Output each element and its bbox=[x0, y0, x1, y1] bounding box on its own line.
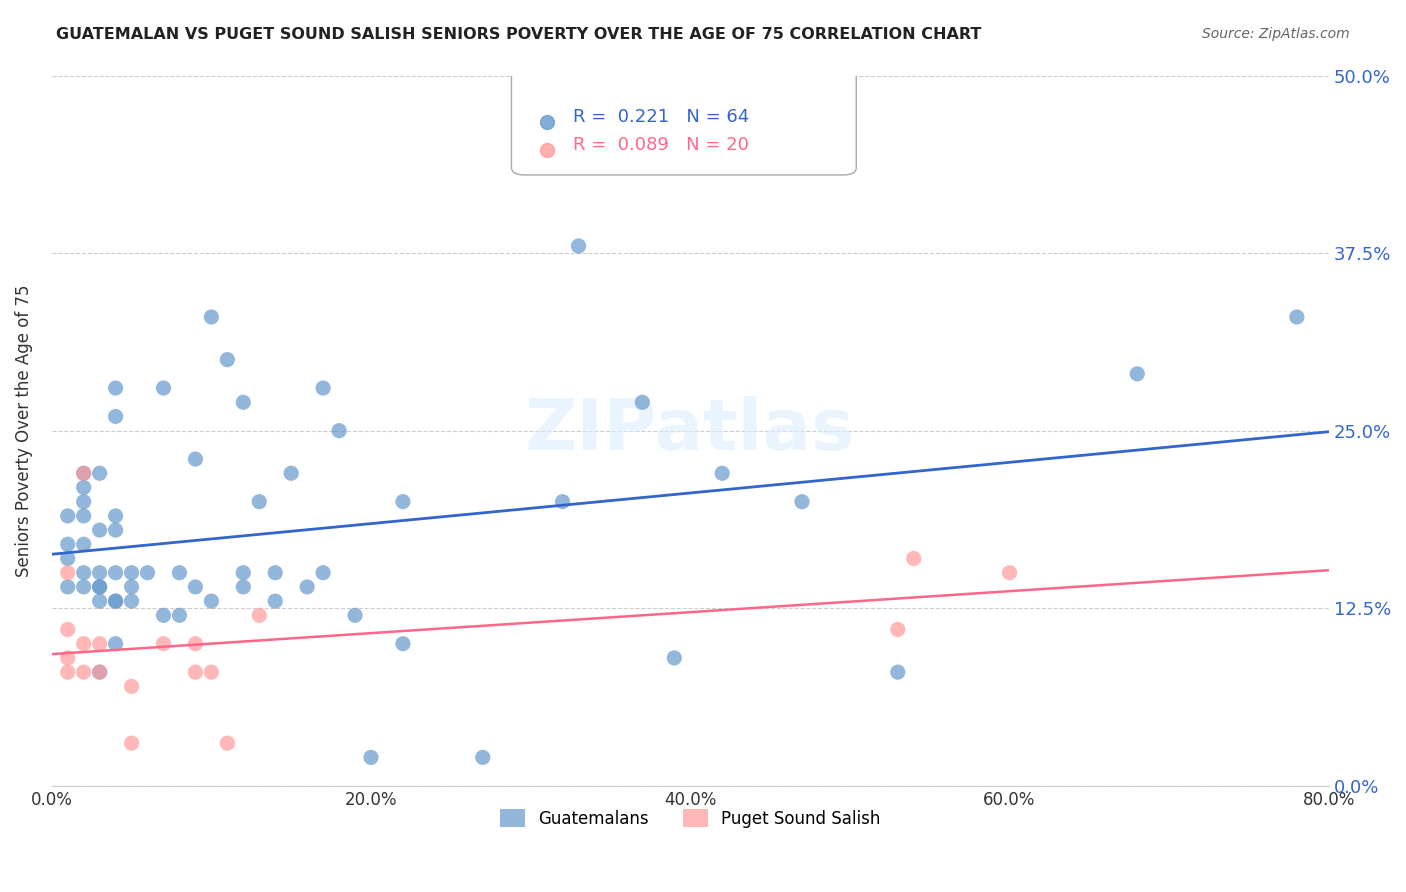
Text: R =  0.221   N = 64: R = 0.221 N = 64 bbox=[572, 108, 749, 126]
Puget Sound Salish bbox=[121, 736, 143, 750]
Guatemalans bbox=[264, 594, 287, 608]
Puget Sound Salish bbox=[217, 736, 239, 750]
Puget Sound Salish bbox=[73, 637, 96, 651]
Text: ZIPatlas: ZIPatlas bbox=[526, 396, 855, 465]
Guatemalans bbox=[73, 566, 96, 580]
Guatemalans bbox=[312, 566, 335, 580]
Text: GUATEMALAN VS PUGET SOUND SALISH SENIORS POVERTY OVER THE AGE OF 75 CORRELATION : GUATEMALAN VS PUGET SOUND SALISH SENIORS… bbox=[56, 27, 981, 42]
Y-axis label: Seniors Poverty Over the Age of 75: Seniors Poverty Over the Age of 75 bbox=[15, 285, 32, 577]
Guatemalans bbox=[328, 424, 350, 438]
Guatemalans bbox=[89, 523, 111, 537]
Puget Sound Salish bbox=[56, 665, 79, 680]
Guatemalans bbox=[104, 508, 127, 523]
Puget Sound Salish bbox=[200, 665, 222, 680]
Guatemalans bbox=[232, 566, 254, 580]
Puget Sound Salish bbox=[121, 679, 143, 693]
Guatemalans bbox=[56, 551, 79, 566]
Guatemalans bbox=[121, 594, 143, 608]
Guatemalans bbox=[664, 651, 686, 665]
Guatemalans bbox=[360, 750, 382, 764]
Guatemalans bbox=[1126, 367, 1149, 381]
Guatemalans bbox=[152, 608, 174, 623]
Text: R =  0.089   N = 20: R = 0.089 N = 20 bbox=[572, 136, 748, 154]
Guatemalans bbox=[121, 580, 143, 594]
Guatemalans bbox=[471, 750, 494, 764]
Guatemalans bbox=[89, 665, 111, 680]
Guatemalans bbox=[312, 381, 335, 395]
Puget Sound Salish bbox=[56, 623, 79, 637]
Guatemalans bbox=[295, 580, 318, 594]
Guatemalans bbox=[631, 395, 654, 409]
Guatemalans bbox=[200, 594, 222, 608]
Puget Sound Salish bbox=[184, 637, 207, 651]
Text: Source: ZipAtlas.com: Source: ZipAtlas.com bbox=[1202, 27, 1350, 41]
Guatemalans bbox=[551, 494, 574, 508]
Guatemalans bbox=[1285, 310, 1308, 324]
Guatemalans bbox=[89, 580, 111, 594]
Guatemalans bbox=[73, 508, 96, 523]
Guatemalans bbox=[104, 594, 127, 608]
Guatemalans bbox=[136, 566, 159, 580]
Guatemalans bbox=[232, 580, 254, 594]
Guatemalans bbox=[89, 566, 111, 580]
Guatemalans bbox=[73, 467, 96, 481]
Guatemalans bbox=[56, 508, 79, 523]
Puget Sound Salish bbox=[89, 637, 111, 651]
Puget Sound Salish bbox=[56, 651, 79, 665]
Guatemalans bbox=[104, 566, 127, 580]
Guatemalans bbox=[887, 665, 910, 680]
Guatemalans bbox=[121, 566, 143, 580]
Guatemalans bbox=[73, 494, 96, 508]
Puget Sound Salish bbox=[56, 566, 79, 580]
Guatemalans bbox=[280, 467, 302, 481]
Guatemalans bbox=[200, 310, 222, 324]
Guatemalans bbox=[264, 566, 287, 580]
Guatemalans bbox=[56, 537, 79, 551]
Guatemalans bbox=[790, 494, 813, 508]
Guatemalans bbox=[56, 580, 79, 594]
Guatemalans bbox=[169, 608, 191, 623]
Guatemalans bbox=[247, 494, 270, 508]
Guatemalans bbox=[217, 352, 239, 367]
Guatemalans bbox=[184, 452, 207, 467]
Guatemalans bbox=[567, 239, 589, 253]
Guatemalans bbox=[152, 381, 174, 395]
Guatemalans bbox=[392, 637, 415, 651]
Guatemalans bbox=[104, 523, 127, 537]
FancyBboxPatch shape bbox=[512, 69, 856, 175]
Guatemalans bbox=[104, 594, 127, 608]
Guatemalans bbox=[73, 537, 96, 551]
Guatemalans bbox=[344, 608, 367, 623]
Guatemalans bbox=[104, 637, 127, 651]
Guatemalans bbox=[184, 580, 207, 594]
Guatemalans bbox=[89, 594, 111, 608]
Guatemalans bbox=[73, 480, 96, 494]
Guatemalans bbox=[169, 566, 191, 580]
Guatemalans bbox=[73, 580, 96, 594]
Puget Sound Salish bbox=[247, 608, 270, 623]
Puget Sound Salish bbox=[89, 665, 111, 680]
Guatemalans bbox=[104, 381, 127, 395]
Legend: Guatemalans, Puget Sound Salish: Guatemalans, Puget Sound Salish bbox=[494, 803, 887, 834]
Guatemalans bbox=[711, 467, 734, 481]
Puget Sound Salish bbox=[903, 551, 925, 566]
Puget Sound Salish bbox=[184, 665, 207, 680]
Guatemalans bbox=[89, 580, 111, 594]
Puget Sound Salish bbox=[73, 665, 96, 680]
Puget Sound Salish bbox=[887, 623, 910, 637]
Guatemalans bbox=[392, 494, 415, 508]
Puget Sound Salish bbox=[73, 467, 96, 481]
Puget Sound Salish bbox=[152, 637, 174, 651]
Guatemalans bbox=[104, 409, 127, 424]
Guatemalans bbox=[232, 395, 254, 409]
Guatemalans bbox=[89, 467, 111, 481]
Puget Sound Salish bbox=[998, 566, 1021, 580]
